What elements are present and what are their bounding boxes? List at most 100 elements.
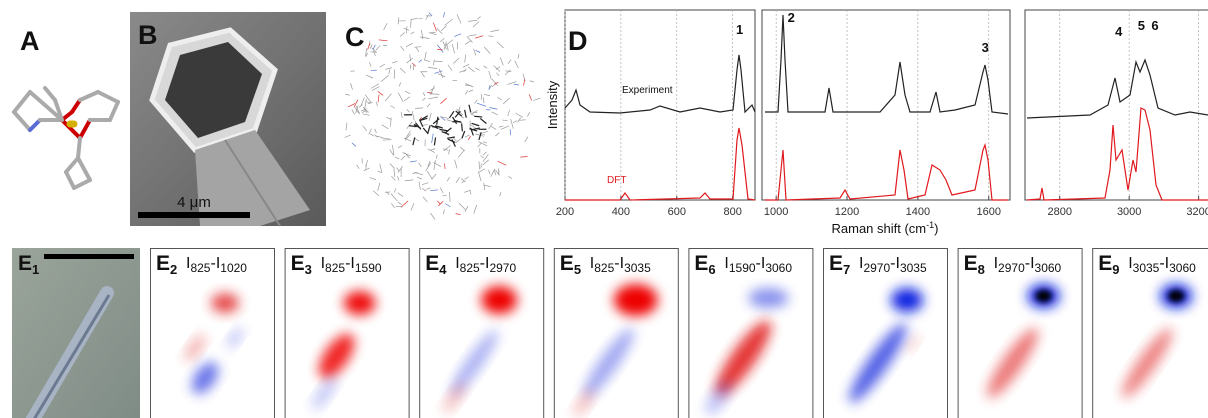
bond <box>418 59 423 63</box>
formula-subscript: 825 <box>190 261 210 275</box>
experiment-spectrum <box>564 54 756 114</box>
bond <box>390 117 392 127</box>
bond <box>465 40 472 45</box>
dft-spectrum <box>765 142 1008 201</box>
bond <box>468 20 478 22</box>
intensity-blob <box>613 284 658 316</box>
intensity-blob <box>891 288 923 312</box>
bond <box>415 122 422 130</box>
dft-spectrum <box>565 127 756 201</box>
panel-index: 2 <box>170 262 177 277</box>
bond <box>375 45 381 51</box>
bond <box>493 169 497 176</box>
bond <box>491 111 498 116</box>
series-label: DFT <box>607 175 626 186</box>
bond <box>467 135 471 141</box>
bond <box>446 176 451 182</box>
map-panel: E1 <box>12 248 140 418</box>
bond <box>495 169 499 175</box>
bond <box>400 45 405 51</box>
bond <box>369 44 373 49</box>
map-background <box>1092 248 1208 418</box>
intensity-blob <box>442 382 466 414</box>
bond <box>430 189 438 192</box>
map-background <box>957 248 1083 418</box>
intensity-blob <box>318 333 355 379</box>
bond <box>471 127 480 131</box>
bond <box>517 53 520 59</box>
bond <box>411 17 418 20</box>
bond <box>426 170 433 180</box>
formula-symbol: -I <box>756 255 766 272</box>
ratio-formula: I1590-I3060 <box>724 255 792 275</box>
x-tick-label: 600 <box>668 206 686 218</box>
bond <box>442 148 449 151</box>
bond <box>443 12 445 18</box>
bond <box>405 42 413 48</box>
bond <box>437 73 446 78</box>
ratio-formula: I825-I3035 <box>590 255 651 275</box>
ratio-formula: I825-I1590 <box>321 255 382 275</box>
y-axis-label: Intensity <box>545 80 560 129</box>
bond <box>403 137 412 142</box>
intensity-blob <box>226 327 244 349</box>
bond <box>510 119 514 129</box>
map-image <box>1092 248 1208 418</box>
bond <box>455 176 461 183</box>
bond <box>460 178 465 182</box>
bond <box>412 137 416 146</box>
formula-symbol: I <box>455 255 459 272</box>
bond <box>439 187 444 194</box>
formula-symbol: -I <box>890 255 900 272</box>
map-frame <box>957 248 1083 418</box>
bond <box>440 116 450 119</box>
map-frame <box>284 248 410 418</box>
bond <box>394 156 400 160</box>
bond <box>462 63 470 68</box>
bond <box>498 125 504 128</box>
bond <box>394 188 397 193</box>
formula-symbol: -I <box>345 255 355 272</box>
bond <box>482 131 489 134</box>
bond <box>404 133 411 141</box>
bond <box>390 203 395 209</box>
map-panel: E5 I825-I3035 <box>553 248 679 418</box>
bond <box>400 200 409 208</box>
bond <box>457 106 461 113</box>
bond <box>478 132 482 141</box>
bond <box>378 39 388 42</box>
formula-symbol: I <box>590 255 594 272</box>
x-axis-label: Raman shift (cm-1) <box>832 220 939 236</box>
intensity-blob <box>748 288 789 308</box>
bond <box>422 123 428 126</box>
panel-letter: E <box>18 252 32 275</box>
map-frame <box>150 248 275 418</box>
bond <box>400 155 406 161</box>
panel-label: C <box>345 22 365 52</box>
bond <box>397 201 402 206</box>
bond <box>358 104 363 108</box>
bond <box>428 113 432 121</box>
formula-subscript: 1590 <box>355 261 382 275</box>
bond <box>371 86 380 91</box>
formula-symbol: I <box>994 255 998 272</box>
bond <box>388 69 391 75</box>
panel-index: 3 <box>305 262 312 277</box>
formula-subscript: 3035 <box>900 261 927 275</box>
bond <box>474 99 478 104</box>
x-tick-label: 1400 <box>906 206 930 218</box>
bond <box>429 93 440 95</box>
bond <box>468 34 477 37</box>
bond <box>529 80 535 83</box>
map-frame <box>419 248 545 418</box>
bond <box>410 203 415 211</box>
bond <box>422 127 429 135</box>
bond <box>455 138 461 143</box>
panel-letter: E <box>694 252 708 275</box>
bond <box>466 36 473 43</box>
scale-bar <box>138 212 250 218</box>
bond <box>364 94 372 103</box>
bond <box>427 160 431 167</box>
bond <box>432 118 440 125</box>
bond <box>419 117 428 122</box>
